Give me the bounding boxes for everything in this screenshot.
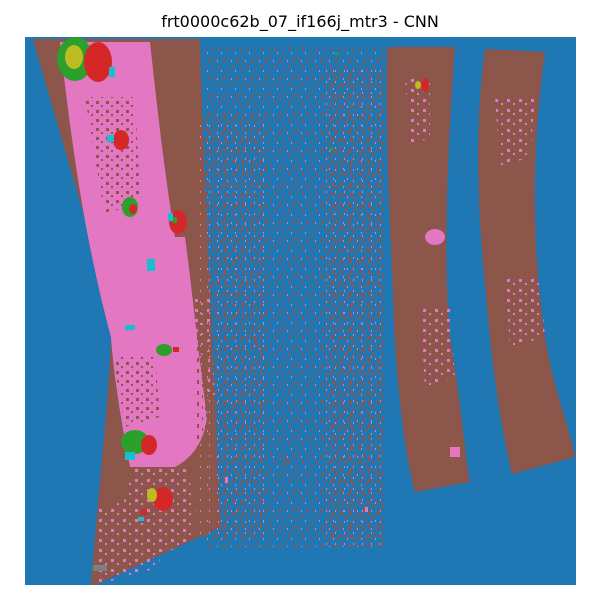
classification-map-svg <box>25 37 576 585</box>
scattered-marks <box>225 52 460 512</box>
figure-title: frt0000c62b_07_if166j_mtr3 - CNN <box>161 12 439 31</box>
right-strip <box>478 49 575 474</box>
middle-strip <box>386 47 470 492</box>
classification-map <box>25 37 576 585</box>
left-strip-blobs <box>57 37 187 571</box>
